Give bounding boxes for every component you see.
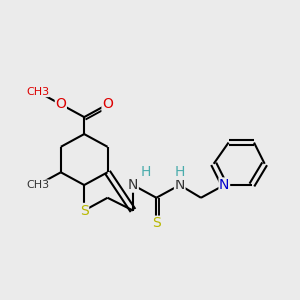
Text: O: O — [102, 98, 113, 111]
Text: H: H — [175, 165, 185, 179]
Text: H: H — [141, 165, 151, 179]
Text: S: S — [152, 216, 161, 230]
Text: O: O — [56, 98, 66, 111]
Text: N: N — [219, 178, 230, 192]
Text: N: N — [128, 178, 138, 192]
Text: N: N — [175, 178, 185, 192]
Text: CH3: CH3 — [26, 87, 49, 97]
Text: CH3: CH3 — [26, 180, 49, 190]
Text: S: S — [80, 203, 88, 218]
